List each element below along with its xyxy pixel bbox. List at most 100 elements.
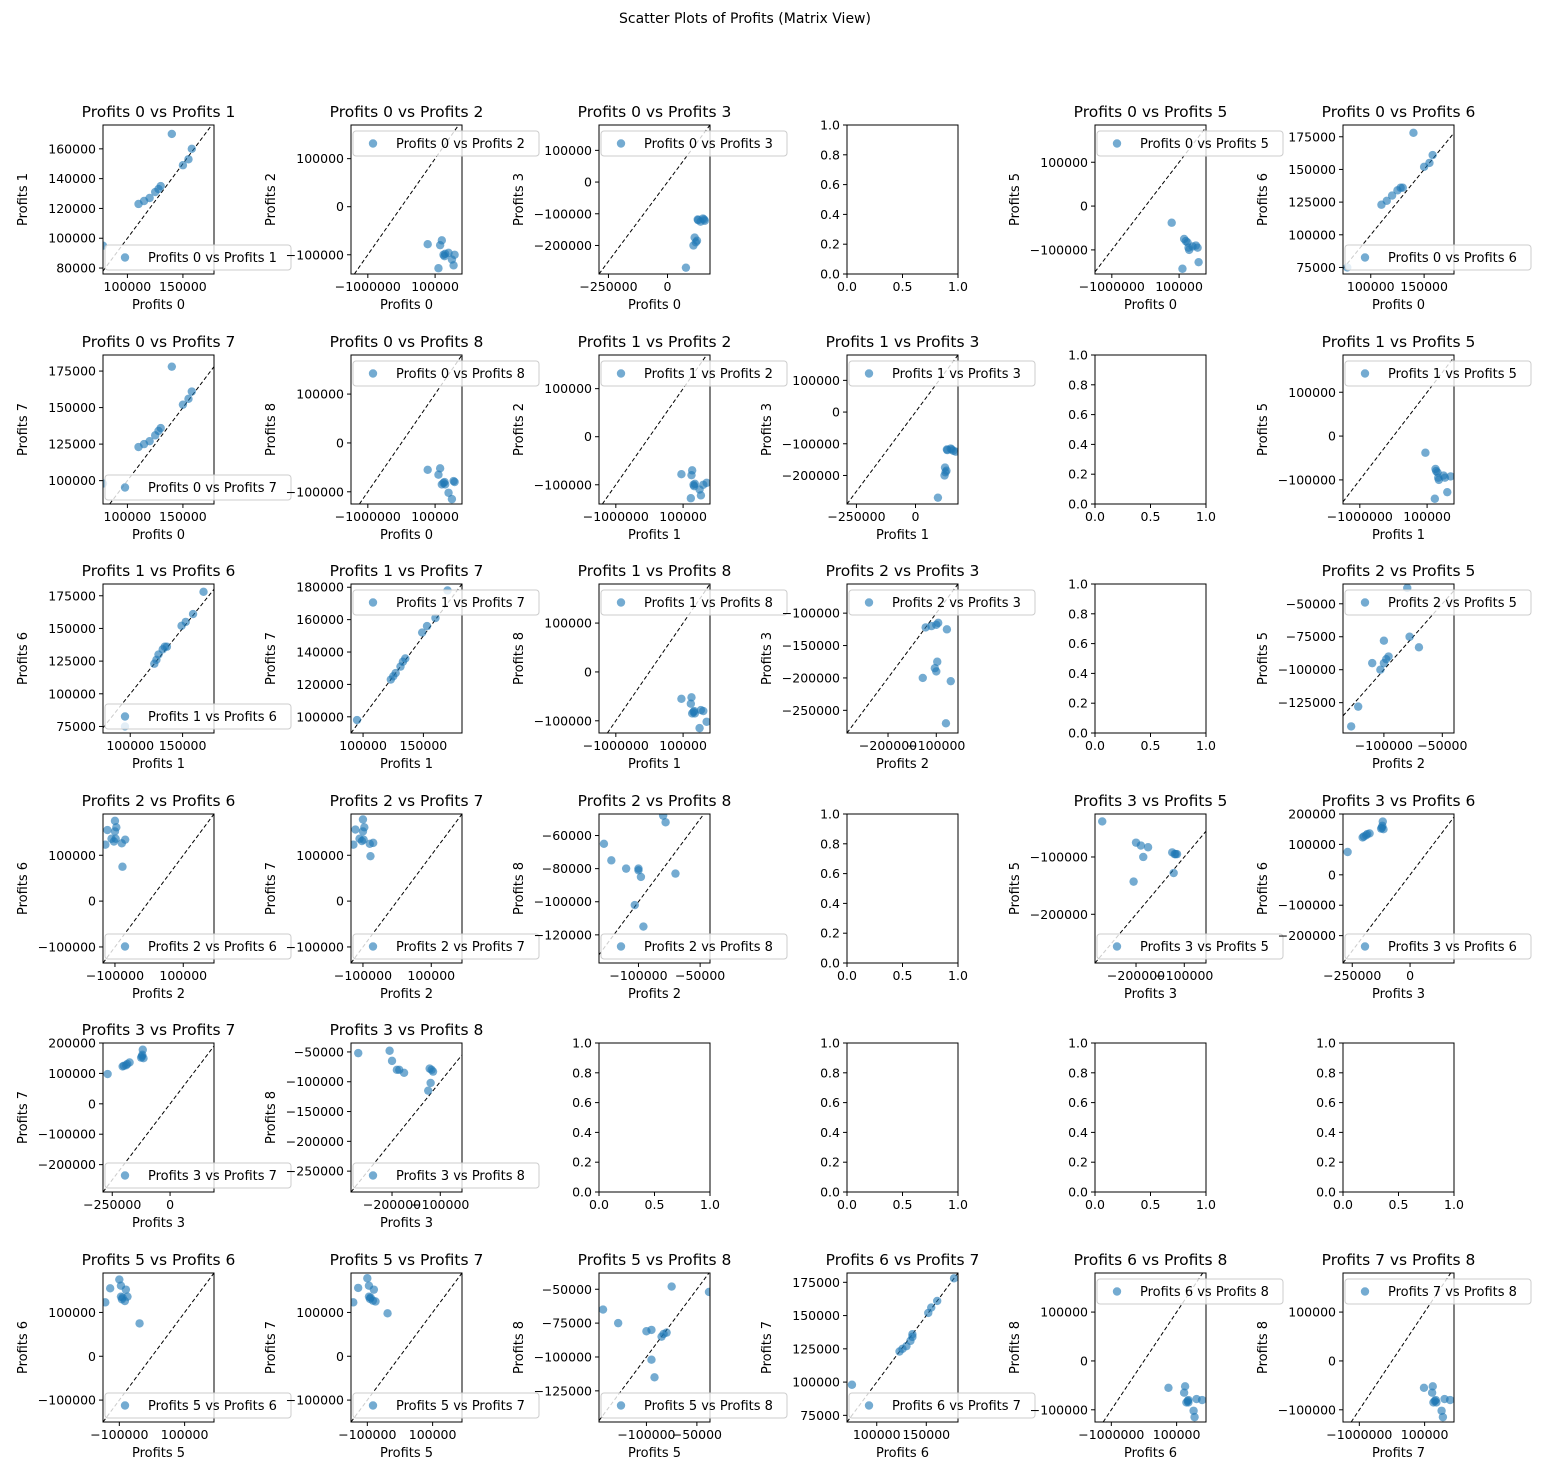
legend: Profits 5 vs Profits 8 xyxy=(600,1392,788,1419)
y-tick-label: 75000 xyxy=(1296,260,1336,275)
legend-marker xyxy=(1360,369,1370,378)
legend-box xyxy=(104,244,292,271)
data-point xyxy=(847,1380,857,1389)
data-point xyxy=(103,1298,110,1307)
legend: Profits 0 vs Profits 2 xyxy=(352,130,540,157)
y-tick-label: 0.8 xyxy=(1068,1065,1088,1080)
axes-frame xyxy=(350,1042,463,1193)
scatter-subplot: −100000−50000−125000−100000−75000−50000P… xyxy=(512,1251,788,1461)
subplot-title: Profits 3 vs Profits 7 xyxy=(82,1021,236,1039)
y-tick-label: −100000 xyxy=(534,477,592,492)
y-tick-label: 0 xyxy=(1328,867,1336,882)
data-points xyxy=(103,362,196,488)
y-tick-label: 125000 xyxy=(48,437,96,452)
legend-label: Profits 1 vs Profits 7 xyxy=(396,596,525,611)
legend-marker xyxy=(120,483,130,492)
y-tick-label: 100000 xyxy=(296,387,344,402)
data-points xyxy=(1167,218,1203,273)
y-tick-label: 80000 xyxy=(56,261,96,276)
y-tick-label: −100000 xyxy=(534,894,592,909)
empty-subplot: 0.0 0.5 1.0 0.0 0.2 0.4 0.6 0.8 1.0 xyxy=(1068,577,1216,754)
axes-frame xyxy=(102,813,215,964)
x-tick-label: −250000 xyxy=(827,509,885,524)
y-tick-label: 100000 xyxy=(48,231,96,246)
y-axis-label: Profits 3 xyxy=(760,632,775,685)
legend: Profits 0 vs Profits 1 xyxy=(104,244,292,271)
y-tick-label: 0.8 xyxy=(572,1065,592,1080)
subplot-title: Profits 0 vs Profits 8 xyxy=(330,333,484,351)
legend-marker xyxy=(1112,1287,1122,1296)
data-point xyxy=(599,839,609,848)
y-tick-label: 0.6 xyxy=(820,866,840,881)
legend: Profits 3 vs Profits 8 xyxy=(352,1162,540,1189)
x-tick-label: −1000000 xyxy=(1326,1427,1392,1442)
x-tick-label: −50000 xyxy=(1417,738,1467,753)
legend: Profits 5 vs Profits 6 xyxy=(104,1392,292,1419)
subplot-title: Profits 2 vs Profits 3 xyxy=(826,562,980,580)
legend: Profits 1 vs Profits 7 xyxy=(352,589,540,616)
data-point xyxy=(351,840,358,849)
diagonal-reference-line xyxy=(1350,1273,1452,1422)
data-point xyxy=(1129,877,1138,886)
y-tick-label: −100000 xyxy=(1278,1402,1336,1417)
legend: Profits 1 vs Profits 5 xyxy=(1344,360,1532,387)
x-axis-label: Profits 0 xyxy=(380,528,433,543)
y-tick-label: 0 xyxy=(584,175,592,190)
data-points xyxy=(1346,584,1424,731)
legend: Profits 0 vs Profits 8 xyxy=(352,360,540,387)
y-tick-label: 0.2 xyxy=(820,1155,840,1170)
data-point xyxy=(351,1298,358,1307)
scatter-subplot: −250000 0 −200000 −100000 0 100000 Profits 0 v… xyxy=(512,103,788,313)
legend-label: Profits 0 vs Profits 1 xyxy=(148,251,277,266)
x-tick-label: −250000 xyxy=(579,279,637,294)
y-axis-label: Profits 7 xyxy=(264,1321,279,1374)
x-tick-label: 0 xyxy=(912,509,920,524)
y-tick-label: −125000 xyxy=(534,1383,592,1398)
y-tick-label: 0.4 xyxy=(1068,666,1088,681)
data-point xyxy=(178,161,188,170)
y-tick-label: 0.0 xyxy=(1316,1185,1336,1200)
empty-subplot: 0.0 0.5 1.0 0.0 0.2 0.4 0.6 0.8 1.0 xyxy=(820,118,968,295)
axes-frame xyxy=(102,1272,215,1423)
legend-label: Profits 3 vs Profits 8 xyxy=(396,1169,525,1184)
legend: Profits 0 vs Profits 7 xyxy=(104,474,292,501)
legend-marker xyxy=(120,1171,130,1180)
data-point xyxy=(1139,852,1148,862)
y-tick-label: −100000 xyxy=(782,436,840,451)
y-tick-label: 100000 xyxy=(544,381,592,396)
data-point xyxy=(599,1305,608,1314)
diagonal-reference-line xyxy=(1343,816,1454,963)
x-tick-label: −100000 xyxy=(1355,738,1413,753)
data-point xyxy=(1419,1383,1429,1393)
y-tick-label: −100000 xyxy=(38,1127,96,1142)
diagonal-reference-line xyxy=(599,125,710,274)
y-tick-label: 1.0 xyxy=(820,1036,840,1051)
data-point xyxy=(1376,665,1385,674)
legend-marker xyxy=(368,942,378,951)
data-point xyxy=(125,1058,134,1067)
y-tick-label: 175000 xyxy=(1288,129,1336,144)
x-tick-label: 100000 xyxy=(1155,279,1203,294)
y-tick-label: 100000 xyxy=(1040,155,1088,170)
data-point xyxy=(110,827,120,836)
y-tick-label: 125000 xyxy=(792,1341,840,1356)
x-tick-label: 0.5 xyxy=(1389,1197,1409,1212)
legend-label: Profits 3 vs Profits 7 xyxy=(148,1169,277,1184)
y-axis-label: Profits 8 xyxy=(512,1321,527,1374)
data-point xyxy=(1184,1398,1193,1407)
x-tick-label: 1.0 xyxy=(948,1197,968,1212)
data-point xyxy=(607,856,616,865)
x-axis-label: Profits 7 xyxy=(1372,1446,1425,1461)
axes-frame xyxy=(1342,1272,1455,1423)
x-axis-label: Profits 3 xyxy=(132,1216,185,1231)
data-point xyxy=(187,387,196,396)
diagonal-reference-line xyxy=(351,814,462,963)
legend: Profits 2 vs Profits 6 xyxy=(104,933,292,960)
data-point xyxy=(188,609,198,619)
data-point xyxy=(383,1309,392,1318)
data-point xyxy=(167,129,177,139)
data-point xyxy=(351,825,360,834)
y-tick-label: 75000 xyxy=(800,1408,840,1423)
